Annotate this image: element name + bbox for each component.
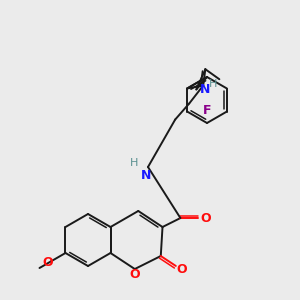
Text: O: O <box>129 268 140 281</box>
Text: F: F <box>203 104 211 117</box>
Text: H: H <box>130 158 138 168</box>
Text: O: O <box>176 263 187 276</box>
Text: O: O <box>200 212 211 225</box>
Text: H: H <box>209 80 218 89</box>
Text: N: N <box>141 169 151 182</box>
Text: N: N <box>200 83 211 96</box>
Text: O: O <box>43 256 53 269</box>
